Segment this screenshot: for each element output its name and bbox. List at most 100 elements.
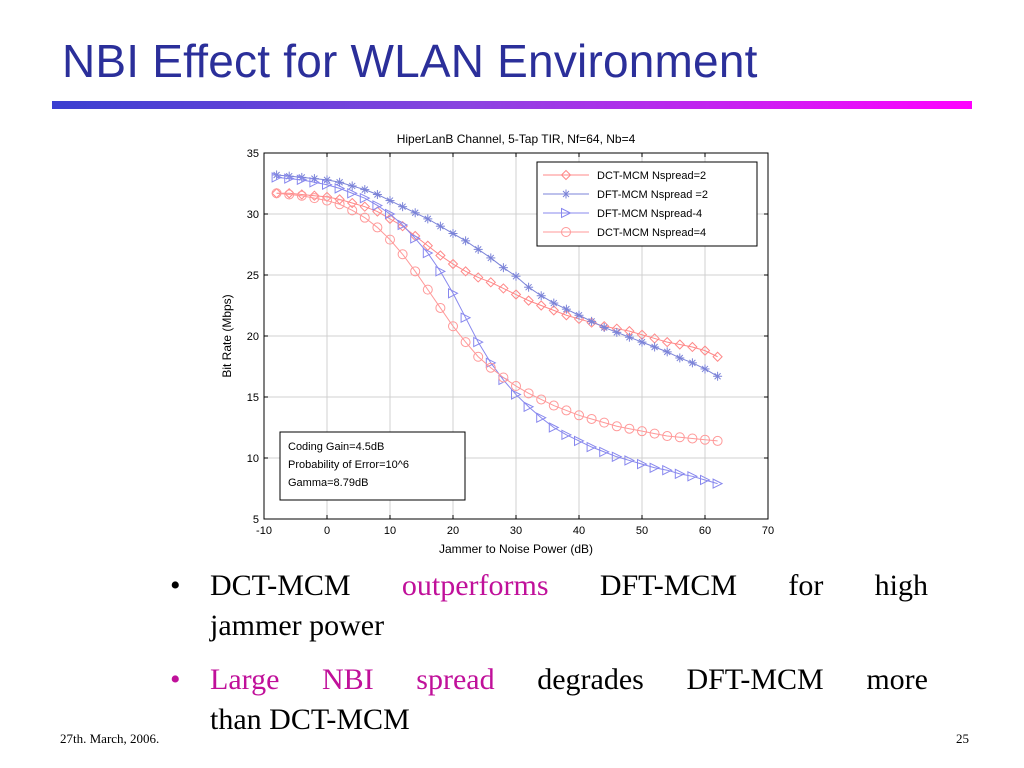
star-stroke [474,246,482,253]
series-4-point [700,434,710,445]
series-4-point [435,302,446,313]
footer-date: 27th. March, 2006. [60,731,160,746]
star-stroke [374,191,381,198]
series-2-point [473,244,483,254]
y-axis-label: Bit Rate (Mbps) [220,294,234,377]
series-2-point [524,282,534,292]
series-2-point [587,316,597,326]
page-number: 25 [956,731,969,746]
star-stroke [701,365,709,373]
bullet-word: DFT-MCM [686,663,824,696]
series-4-point [410,266,421,277]
bullet-item: • DCT-MCM outperforms DFT-MCM for high jamme… [170,566,928,646]
bullet-word: for [788,569,824,602]
series-4-point [422,284,433,295]
series-3-point [536,412,547,424]
series-4-point [284,189,295,200]
star-stroke [311,175,318,182]
series-4-point [385,234,395,245]
x-tick-label: 60 [699,525,711,537]
star-stroke [588,318,595,325]
star-stroke [424,215,432,223]
series-4-point [674,432,685,443]
series-2-point [700,364,710,374]
legend-label: DFT-MCM Nspread-4 [597,208,702,220]
bullet-list: • DCT-MCM outperforms DFT-MCM for high jamme… [170,566,928,754]
bullet-word: high [874,569,928,602]
series-4-point [473,351,484,362]
series-4-point [536,394,547,405]
series-2-point [624,332,634,342]
star-stroke [449,230,457,237]
star-stroke [512,272,520,280]
legend-label: DCT-MCM Nspread=4 [597,227,706,239]
series-1-point [296,189,308,200]
series-2-point [675,353,685,363]
series-line-2 [276,174,718,377]
series-3-point [448,287,459,299]
star-stroke [361,186,369,193]
star-stroke [437,222,444,230]
series-4-point [498,372,509,383]
series-1-point [573,313,585,325]
star-stroke [638,338,646,346]
series-3-point [574,435,585,447]
annotation-text: Coding Gain=4.5dB [288,441,384,453]
star-stroke [487,254,495,262]
annotation-box [279,431,466,501]
annotation-text: Gamma=8.79dB [288,477,368,489]
star-stroke [676,354,684,362]
series-2-point [612,327,622,337]
star-stroke [411,209,419,217]
series-4-point [637,426,647,437]
series-2-point [650,342,660,352]
series-1-point [460,266,471,277]
star-stroke [575,311,583,319]
bullet-word: DCT-MCM [210,569,351,602]
series-4-point [649,428,660,439]
star-stroke [550,299,558,307]
star-stroke [613,328,621,336]
star-stroke [537,292,545,300]
annotation-text: Probability of Error=10^6 [288,459,409,471]
series-2-point [536,291,546,301]
x-tick-label: 50 [636,525,648,537]
series-3-point [397,219,409,231]
series-2-point [498,263,508,273]
series-2-point [347,181,357,191]
series-4-point [599,417,610,428]
series-3-point [548,422,560,433]
series-3-point [674,468,686,480]
series-1-point [498,283,509,294]
series-3-point [511,389,522,400]
slide-title: NBI Effect for WLAN Environment [62,35,758,87]
series-3-point [599,446,610,458]
series-2-point [385,196,395,206]
star-stroke [663,348,671,356]
series-4-point [309,193,320,204]
series-2-point [372,189,382,199]
series-4-point [511,381,521,392]
series-3-point [385,208,396,220]
y-tick-label: 15 [247,392,259,404]
series-1-point [535,300,547,311]
series-1-point [447,258,459,270]
series-2-point [435,221,445,231]
series-4-point [586,413,597,424]
y-tick-label: 5 [253,514,259,526]
series-4-point [624,423,635,434]
series-2-point [511,271,521,281]
bullet-line: Large NBI spread degrades DFT-MCM more [210,660,928,700]
series-3-point [271,172,283,183]
series-3-point [422,247,434,259]
legend-marker [560,169,572,181]
series-4-point [574,410,584,421]
series-4-point [271,188,282,199]
series-2-point [662,347,672,357]
series-1-point [359,201,371,212]
series-1-point [712,351,723,362]
series-2-point [599,322,609,332]
x-tick-label: 40 [573,525,585,537]
y-tick-label: 35 [247,148,259,160]
series-2-point [574,310,584,320]
